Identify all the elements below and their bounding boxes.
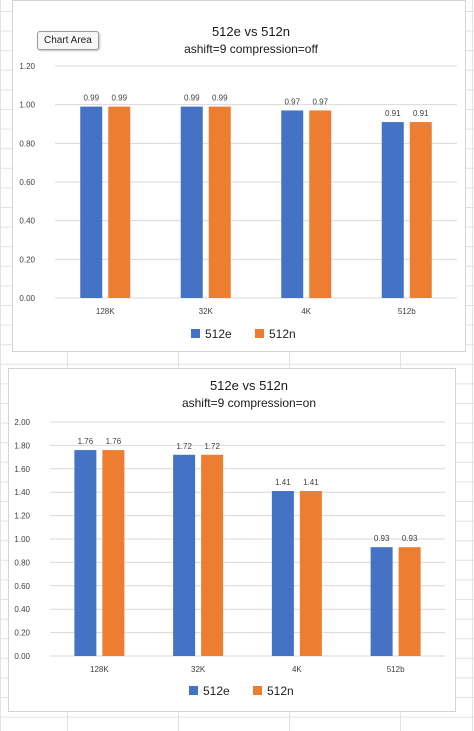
chart-title: 512e vs 512n [212,24,290,39]
bar-512e-512b [370,547,393,656]
data-label: 1.72 [204,442,220,451]
y-tick-label: 0.00 [19,294,35,303]
data-label: 1.76 [106,437,122,446]
bar-512e-32K [180,106,203,298]
bar-512n-32K [201,454,224,656]
bar-512n-512b [409,122,432,298]
legend-label: 512n [269,327,296,341]
chart-subtitle: ashift=9 compression=on [182,396,316,410]
legend-swatch-512e [191,329,200,338]
bar-512e-4K [271,491,294,656]
y-tick-label: 0.20 [19,255,35,264]
y-tick-label: 1.20 [14,512,30,521]
y-tick-label: 1.60 [14,465,30,474]
data-label: 0.99 [111,94,127,103]
data-label: 0.99 [184,94,200,103]
bar-512e-512b [381,122,404,298]
bar-512n-32K [208,106,231,298]
data-label: 0.97 [312,97,328,106]
bar-512n-4K [309,110,332,298]
y-tick-label: 0.00 [14,652,30,661]
y-tick-label: 0.40 [19,217,35,226]
data-label: 0.93 [374,534,390,543]
bar-512n-128K [108,106,131,298]
data-label: 0.99 [212,94,228,103]
data-label: 0.99 [83,94,99,103]
bar-512e-128K [80,106,103,298]
chart-area-compression-on[interactable]: 512e vs 512n ashift=9 compression=on 0.00 0… [8,368,456,712]
legend-label: 512n [267,684,294,698]
chart-title: 512e vs 512n [210,378,288,393]
bar-512e-4K [281,110,304,298]
y-tick-label: 0.80 [14,558,30,567]
bar-chart-compression-on: 512e vs 512n ashift=9 compression=on 0.00 0… [14,378,445,698]
chart-area-compression-off[interactable]: 512e vs 512n ashift=9 compression=off 0.00… [12,0,466,352]
x-tick-label: 32K [199,307,214,316]
data-label: 1.41 [275,478,291,487]
data-label: 0.93 [402,534,418,543]
y-tick-label: 1.40 [14,488,30,497]
legend-label: 512e [203,684,230,698]
y-tick-label: 0.80 [19,139,35,148]
data-label: 1.41 [303,478,319,487]
legend-label: 512e [205,327,232,341]
y-tick-label: 2.00 [14,418,30,427]
y-tick-label: 1.00 [19,101,35,110]
x-tick-label: 32K [191,665,206,674]
y-tick-label: 1.20 [19,62,35,71]
data-label: 1.72 [176,442,192,451]
bar-512n-512b [398,547,421,656]
x-tick-label: 4K [292,665,302,674]
chart-area-tooltip: Chart Area [37,31,99,50]
x-tick-label: 4K [301,307,311,316]
bar-512n-128K [102,450,125,656]
y-tick-label: 0.20 [14,629,30,638]
bar-512e-128K [74,450,97,656]
legend-swatch-512n [255,329,264,338]
x-tick-label: 512b [387,665,405,674]
x-tick-label: 128K [96,307,115,316]
bar-chart-compression-off: 512e vs 512n ashift=9 compression=off 0.00… [19,24,457,341]
data-label: 1.76 [78,437,94,446]
y-tick-label: 0.60 [14,582,30,591]
legend-swatch-512e [189,686,198,695]
x-tick-label: 512b [398,307,416,316]
data-label: 0.91 [385,109,401,118]
bar-512n-4K [299,491,322,656]
y-tick-label: 1.80 [14,441,30,450]
legend-swatch-512n [253,686,262,695]
y-tick-label: 0.60 [19,178,35,187]
data-label: 0.91 [413,109,429,118]
y-tick-label: 1.00 [14,535,30,544]
bar-512e-32K [173,454,196,656]
y-tick-label: 0.40 [14,605,30,614]
x-tick-label: 128K [90,665,109,674]
data-label: 0.97 [284,97,300,106]
chart-subtitle: ashift=9 compression=off [184,42,319,56]
